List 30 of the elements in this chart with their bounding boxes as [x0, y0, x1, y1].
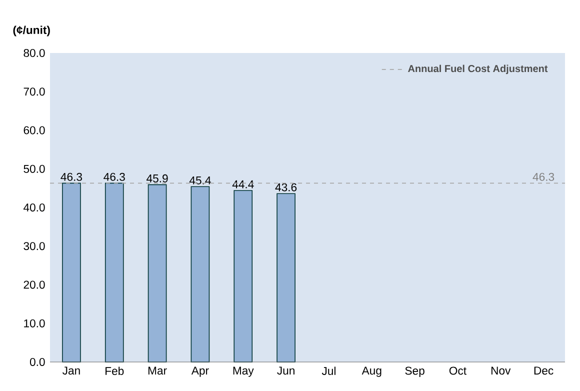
data-label: 45.4 [189, 176, 211, 184]
annotation: 46.3 [532, 172, 554, 181]
legend-label: Annual Fuel Cost Adjustment [408, 64, 548, 74]
x-tick-label: Feb [106, 366, 124, 376]
y-tick-label: 40.0 [23, 203, 45, 212]
data-label: 46.3 [60, 172, 82, 181]
y-tick-label: 50.0 [24, 164, 45, 173]
x-tick-label: Dec [534, 366, 554, 375]
x-tick-label: Sep [405, 366, 424, 377]
data-label: 43.6 [275, 183, 297, 192]
y-tick-label: 0.0 [30, 358, 45, 366]
y-tick-label: 10.0 [24, 319, 45, 328]
y-tick-label: 20.0 [24, 280, 45, 289]
x-tick-label: Oct [449, 366, 466, 375]
x-tick-label: Apr [191, 366, 209, 377]
data-label: 44.4 [232, 180, 254, 188]
x-tick-label: Nov [491, 366, 511, 375]
y-tick-label: 80.0 [24, 49, 45, 58]
x-tick-label: Aug [362, 366, 382, 377]
x-tick-label: Jul [322, 366, 336, 376]
data-label: 45.9 [146, 174, 168, 182]
y-tick-label: 60.0 [24, 126, 45, 134]
y-axis-title: (¢/unit) [13, 26, 50, 36]
data-label: 46.3 [104, 172, 125, 181]
x-tick-label: Mar [148, 366, 167, 375]
y-tick-label: 30.0 [24, 242, 45, 250]
x-tick-label: Jun [277, 366, 294, 375]
x-tick-label: Jan [62, 366, 80, 375]
y-tick-label: 70.0 [24, 88, 45, 96]
x-tick-label: May [233, 366, 254, 377]
